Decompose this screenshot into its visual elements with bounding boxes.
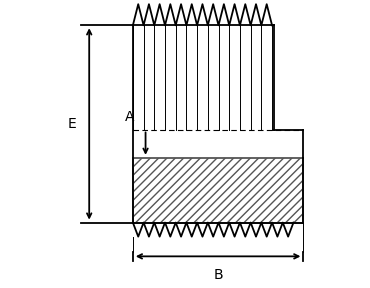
Text: E: E xyxy=(68,117,77,131)
Text: A: A xyxy=(125,110,134,124)
Bar xyxy=(133,158,303,223)
Bar xyxy=(133,158,303,223)
Bar xyxy=(133,158,303,223)
Text: B: B xyxy=(213,268,223,282)
